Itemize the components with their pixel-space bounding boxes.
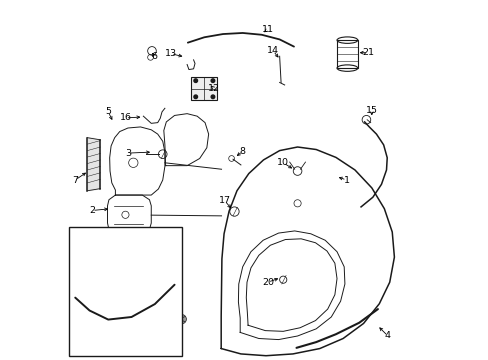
Circle shape	[194, 95, 197, 99]
Text: 14: 14	[266, 46, 279, 55]
Circle shape	[177, 315, 186, 324]
Text: 19: 19	[130, 289, 142, 298]
Circle shape	[194, 79, 197, 82]
Text: 6: 6	[151, 52, 157, 61]
Text: 20: 20	[261, 278, 273, 287]
Text: 3: 3	[124, 149, 131, 158]
Text: 18: 18	[148, 316, 160, 325]
Text: 11: 11	[261, 25, 273, 34]
Text: 17: 17	[218, 196, 230, 205]
Text: 13: 13	[164, 49, 177, 58]
Text: 2: 2	[89, 206, 95, 215]
Text: 7: 7	[72, 176, 78, 185]
Bar	[191, 77, 217, 100]
Circle shape	[211, 95, 214, 99]
Polygon shape	[87, 138, 100, 191]
Text: 10: 10	[277, 158, 288, 167]
Text: 21: 21	[362, 48, 373, 57]
Text: 4: 4	[384, 332, 390, 341]
Circle shape	[211, 79, 214, 82]
Text: 9: 9	[128, 253, 134, 262]
Text: 12: 12	[207, 84, 220, 93]
Bar	[336, 40, 357, 68]
Text: 16: 16	[119, 113, 131, 122]
Text: 1: 1	[343, 176, 349, 185]
Bar	[69, 226, 182, 356]
Text: 5: 5	[105, 107, 111, 116]
Text: 15: 15	[365, 105, 377, 114]
Text: 8: 8	[239, 147, 245, 156]
